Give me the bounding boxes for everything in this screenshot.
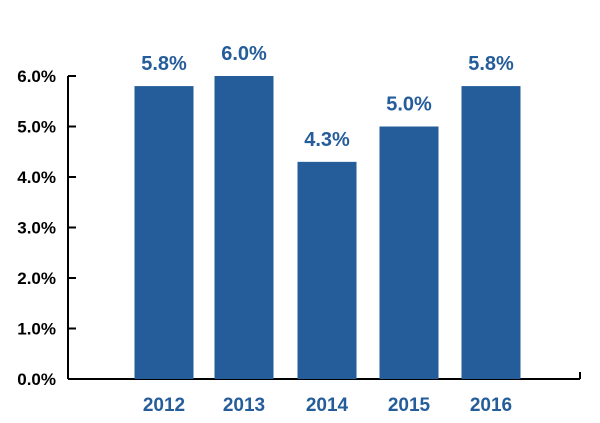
y-tick-label: 4.0% bbox=[17, 168, 56, 187]
x-tick-label-2012: 2012 bbox=[143, 395, 185, 416]
y-tick-label: 2.0% bbox=[17, 269, 56, 288]
bars bbox=[134, 76, 521, 379]
y-tick-label: 0.0% bbox=[17, 370, 56, 389]
y-tick-label: 6.0% bbox=[17, 67, 56, 86]
y-axis-ticks: 0.0% 1.0% 2.0% 3.0% 4.0% 5.0% 6.0% bbox=[17, 67, 76, 389]
y-tick-label: 1.0% bbox=[17, 320, 56, 339]
x-tick-label-2015: 2015 bbox=[388, 395, 431, 416]
bar-2015 bbox=[379, 126, 439, 379]
data-label-2013: 6.0% bbox=[221, 43, 267, 65]
data-label-2014: 4.3% bbox=[304, 129, 350, 151]
x-tick-label-2016: 2016 bbox=[470, 395, 512, 416]
bar-2016 bbox=[461, 86, 521, 379]
x-tick-label-2013: 2013 bbox=[223, 395, 265, 416]
bar-2012 bbox=[134, 86, 194, 379]
y-tick-label: 5.0% bbox=[17, 118, 56, 137]
data-labels: 5.8% 6.0% 4.3% 5.0% 5.8% bbox=[141, 43, 514, 151]
data-label-2015: 5.0% bbox=[386, 94, 432, 116]
data-label-2016: 5.8% bbox=[468, 53, 514, 75]
bar-2013 bbox=[214, 76, 274, 379]
x-axis-labels: 2012 2013 2014 2015 2016 bbox=[143, 395, 512, 416]
bar-2014 bbox=[297, 161, 357, 379]
y-tick-label: 3.0% bbox=[17, 219, 56, 238]
data-label-2012: 5.8% bbox=[141, 53, 187, 75]
x-tick-label-2014: 2014 bbox=[306, 395, 349, 416]
